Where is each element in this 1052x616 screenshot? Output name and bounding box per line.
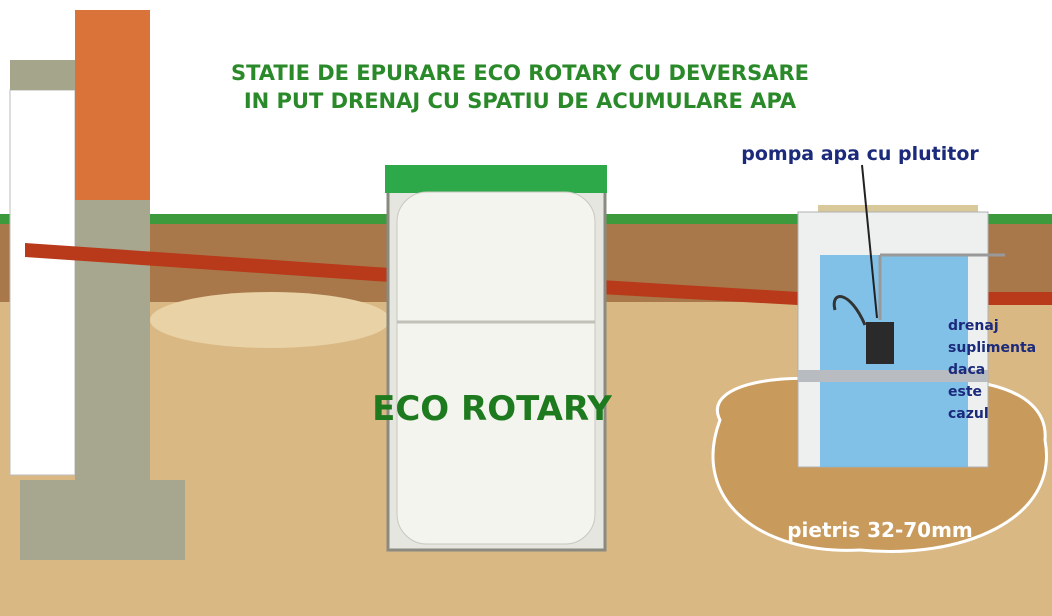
drain-note: suplimenta bbox=[948, 340, 1036, 356]
pump-label: pompa apa cu plutitor bbox=[741, 143, 979, 165]
footing bbox=[20, 480, 185, 560]
well-ring bbox=[798, 370, 988, 382]
pump-pointer bbox=[861, 164, 878, 319]
drain-note: este bbox=[948, 384, 982, 400]
tank-lid bbox=[385, 165, 607, 193]
drain-note: daca bbox=[948, 362, 985, 378]
foundation bbox=[75, 200, 150, 490]
drain-note: cazul bbox=[948, 406, 989, 422]
well-cap bbox=[818, 205, 978, 213]
inlet-pipe bbox=[25, 243, 390, 282]
brick-wall bbox=[75, 10, 150, 200]
title: IN PUT DRENAJ CU SPATIU DE ACUMULARE APA bbox=[244, 89, 797, 113]
float bbox=[832, 295, 867, 326]
gravel-label: pietris 32-70mm bbox=[787, 518, 973, 542]
tank-body bbox=[396, 191, 596, 545]
wall-interior bbox=[9, 89, 76, 476]
title: STATIE DE EPURARE ECO ROTARY CU DEVERSAR… bbox=[231, 61, 809, 85]
outlet-pipe bbox=[600, 280, 815, 306]
soil-patch bbox=[150, 292, 390, 348]
tank-label: ECO ROTARY bbox=[372, 389, 612, 429]
drain-note: drenaj bbox=[948, 318, 999, 334]
pump bbox=[866, 322, 894, 364]
